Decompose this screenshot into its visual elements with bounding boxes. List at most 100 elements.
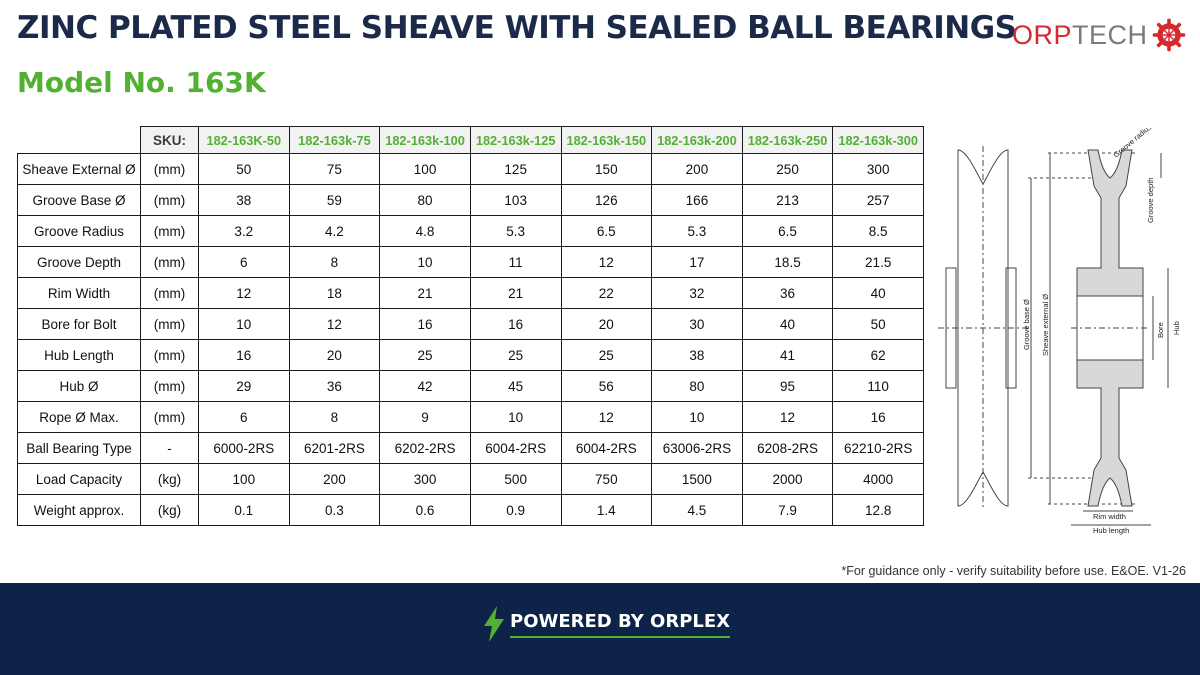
table-row: Hub Ø (mm) 29 36 42 45 56 80 95 110 [17, 370, 924, 402]
table-cell: 80 [379, 184, 471, 216]
table-cell: 6 [198, 246, 290, 278]
table-cell: 12 [288, 308, 381, 340]
table-cell: 42 [379, 370, 471, 402]
table-row: Hub Length (mm) 16 20 25 25 25 38 41 62 [17, 339, 924, 371]
row-unit: (mm) [140, 308, 199, 340]
row-unit: (mm) [140, 277, 199, 309]
table-cell: 6208-2RS [741, 432, 834, 464]
table-cell: 20 [288, 339, 381, 371]
table-cell: 40 [832, 277, 924, 309]
sku-header: 182-163k-250 [741, 126, 834, 154]
table-cell: 12 [741, 401, 834, 433]
row-unit: (mm) [140, 215, 199, 247]
rim-width-label: Rim width [1093, 512, 1126, 521]
row-label: Sheave External Ø [17, 153, 141, 185]
powered-by-badge: POWERED BY ORPLEX [483, 606, 731, 642]
table-cell: 7.9 [741, 494, 834, 526]
table-cell: 50 [198, 153, 290, 185]
table-cell: 12 [198, 277, 290, 309]
row-unit: (mm) [140, 401, 199, 433]
sku-header: 182-163K-50 [198, 126, 290, 154]
table-cell: 16 [832, 401, 924, 433]
table-cell: 6.5 [560, 215, 653, 247]
row-label: Rope Ø Max. [17, 401, 141, 433]
table-cell: 100 [198, 463, 290, 495]
table-cell: 8.5 [832, 215, 924, 247]
table-cell: 4000 [832, 463, 924, 495]
table-cell: 150 [560, 153, 653, 185]
table-cell: 750 [560, 463, 653, 495]
gear-flower-icon [1152, 18, 1185, 52]
table-cell: 21 [379, 277, 471, 309]
table-cell: 21 [469, 277, 562, 309]
table-cell: 11 [469, 246, 562, 278]
side-view-outline [957, 149, 1009, 507]
table-cell: 0.3 [288, 494, 381, 526]
row-unit: (kg) [140, 463, 199, 495]
row-label: Groove Depth [17, 246, 141, 278]
table-cell: 4.5 [651, 494, 743, 526]
table-cell: 63006-2RS [651, 432, 743, 464]
blank-header-cell [18, 127, 141, 154]
page-title: ZINC PLATED STEEL SHEAVE WITH SEALED BAL… [17, 10, 1017, 46]
table-cell: 25 [469, 339, 562, 371]
sku-header-row: SKU: 182-163K-50 182-163k-75 182-163k-10… [18, 126, 924, 154]
table-cell: 20 [560, 308, 653, 340]
row-label: Ball Bearing Type [17, 432, 141, 464]
row-label: Weight approx. [17, 494, 141, 526]
table-cell: 12 [560, 401, 653, 433]
footer-bar [0, 583, 1200, 675]
table-cell: 22 [560, 277, 653, 309]
table-cell: 56 [560, 370, 653, 402]
specification-table: SKU: 182-163K-50 182-163k-75 182-163k-10… [17, 126, 924, 526]
table-cell: 125 [469, 153, 562, 185]
hub-label: Hub [1172, 321, 1181, 335]
table-cell: 12 [560, 246, 653, 278]
row-label: Groove Radius [17, 215, 141, 247]
sku-header: 182-163k-125 [469, 126, 562, 154]
sku-header: 182-163k-150 [560, 126, 653, 154]
sku-header: 182-163k-300 [832, 126, 924, 154]
table-cell: 10 [651, 401, 743, 433]
table-cell: 1500 [651, 463, 743, 495]
table-cell: 10 [469, 401, 562, 433]
table-cell: 10 [379, 246, 471, 278]
table-cell: 3.2 [198, 215, 290, 247]
table-cell: 6201-2RS [288, 432, 381, 464]
bore-label: Bore [1156, 322, 1165, 338]
table-cell: 0.9 [469, 494, 562, 526]
table-cell: 2000 [741, 463, 834, 495]
logo-text-gray: TECH [1072, 19, 1148, 50]
table-cell: 6 [198, 401, 290, 433]
row-label: Hub Ø [17, 370, 141, 402]
table-cell: 110 [832, 370, 924, 402]
groove-base-label: Groove base Ø [1022, 299, 1031, 350]
sku-header: 182-163k-200 [651, 126, 743, 154]
table-cell: 36 [741, 277, 834, 309]
table-cell: 0.1 [198, 494, 290, 526]
groove-radius-label: Groove radius [1112, 128, 1154, 160]
table-cell: 4.2 [288, 215, 381, 247]
table-cell: 6004-2RS [469, 432, 562, 464]
table-cell: 36 [288, 370, 381, 402]
table-cell: 16 [379, 308, 471, 340]
sku-label: SKU: [140, 126, 199, 154]
row-unit: (mm) [140, 370, 199, 402]
table-cell: 100 [379, 153, 471, 185]
table-cell: 257 [832, 184, 924, 216]
table-row: Rim Width (mm) 12 18 21 21 22 32 36 40 [17, 277, 924, 309]
table-cell: 1.4 [560, 494, 653, 526]
table-cell: 17 [651, 246, 743, 278]
row-label: Bore for Bolt [17, 308, 141, 340]
table-cell: 29 [198, 370, 290, 402]
row-unit: (kg) [140, 494, 199, 526]
sku-header: 182-163k-75 [288, 126, 381, 154]
row-label: Load Capacity [17, 463, 141, 495]
table-cell: 166 [651, 184, 743, 216]
table-row: Sheave External Ø (mm) 50 75 100 125 150 200 250… [17, 153, 924, 185]
table-cell: 6000-2RS [198, 432, 290, 464]
table-cell: 40 [741, 308, 834, 340]
table-cell: 30 [651, 308, 743, 340]
sheave-technical-drawing: Groove radius Groove depth Groove base Ø… [938, 128, 1181, 535]
table-cell: 8 [288, 401, 381, 433]
